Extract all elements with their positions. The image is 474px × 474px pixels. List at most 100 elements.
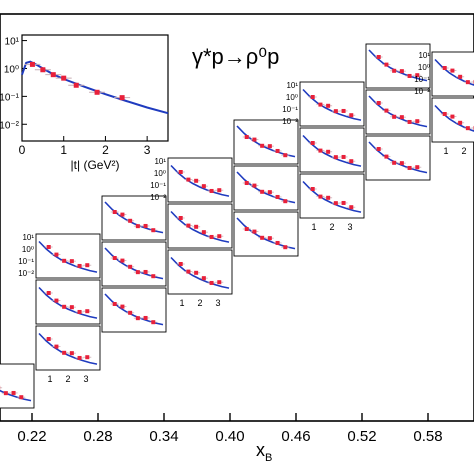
- panel-model-curve: [38, 240, 98, 273]
- panel-y-tick-label: 10⁰: [22, 245, 34, 254]
- panel-data-point: [85, 309, 90, 314]
- panel-data-point: [333, 201, 338, 206]
- x-axis-tick-label: 0.28: [83, 428, 112, 445]
- panel-data-point: [201, 276, 206, 281]
- panel: [299, 127, 365, 173]
- panel-data-point: [11, 390, 16, 395]
- x-axis-tick-label: 0.40: [215, 428, 244, 445]
- panel: 10¹ 10⁰ 10⁻¹ 10⁻²: [150, 157, 233, 203]
- panel-data-point: [275, 240, 280, 245]
- panel-data-point: [349, 205, 354, 210]
- panel-frame: [365, 135, 431, 181]
- panel-data-point: [283, 153, 288, 158]
- panel-data-point: [62, 304, 67, 309]
- panel: 10¹ 10⁰ 10⁻¹ 10⁻²: [18, 233, 101, 279]
- x-axis-tick-label: 0.58: [413, 428, 442, 445]
- main-frame: [0, 13, 474, 422]
- panel-frame: [0, 363, 35, 409]
- panel-data-point: [201, 184, 206, 189]
- panel-model-curve: [38, 286, 98, 319]
- panel-data-point: [85, 263, 90, 268]
- panel-data-point: [267, 236, 272, 241]
- panel-data-point: [260, 143, 265, 148]
- panel-data-point: [178, 262, 183, 266]
- panel: [233, 119, 299, 165]
- inset-y-tick-label: 10⁰: [4, 64, 19, 75]
- panel-data-point: [415, 73, 420, 78]
- panel-data-point: [376, 101, 381, 105]
- panel-data-point: [399, 115, 404, 120]
- panel-y-tick-label: 10¹: [418, 51, 430, 60]
- panel-data-point: [143, 269, 148, 274]
- panel-data-point: [62, 350, 67, 355]
- panel-data-point: [209, 234, 214, 239]
- panel-frame: [101, 241, 167, 287]
- panel: [365, 89, 431, 135]
- panel-model-curve: [368, 49, 428, 82]
- panel-data-point: [310, 95, 315, 99]
- panel-data-point: [143, 223, 148, 228]
- panel-data-point: [201, 230, 206, 235]
- panel-model-curve: [170, 256, 230, 289]
- panel: 10¹ 10⁰ 10⁻¹ 10⁻²: [414, 51, 474, 97]
- panel-x-tick-label: 1: [443, 146, 448, 156]
- panel-data-point: [244, 181, 249, 185]
- panel-x-tick-label: 1: [47, 374, 52, 384]
- panel-data-point: [260, 235, 265, 240]
- panel-frame: [233, 165, 299, 211]
- inset-x-tick-label: 2: [102, 143, 109, 157]
- panel-data-point: [384, 62, 389, 67]
- panel-data-point: [341, 200, 346, 205]
- panel: [101, 287, 167, 333]
- panel-data-point: [392, 114, 397, 119]
- panel-x-tick-label: 2: [197, 298, 202, 308]
- x-axis-label-sub: B: [265, 452, 272, 464]
- panel: [431, 97, 474, 143]
- panel-data-point: [135, 270, 140, 275]
- panel-data-point: [128, 264, 133, 269]
- inset-model-curve: [21, 60, 169, 115]
- panel-data-point: [260, 189, 265, 194]
- panel-y-tick-label: 10⁻²: [414, 87, 430, 96]
- inset-data-point: [40, 67, 46, 73]
- panel-data-point: [194, 270, 199, 275]
- panel-frame: [365, 43, 431, 89]
- panel-data-point: [442, 66, 447, 70]
- panel-data-point: [77, 309, 82, 314]
- panel-data-point: [465, 126, 470, 131]
- panel: [233, 165, 299, 211]
- x-axis-label: xB: [256, 440, 272, 464]
- panel-x-tick-label: 1: [179, 298, 184, 308]
- panel-model-curve: [170, 164, 230, 197]
- panel-data-point: [54, 344, 59, 349]
- x-axis-tick-label: 0.34: [149, 428, 178, 445]
- panel-data-point: [349, 113, 354, 118]
- panel-data-point: [392, 68, 397, 73]
- panel-data-point: [46, 337, 51, 341]
- panel-y-tick-label: 10¹: [22, 233, 34, 242]
- panel-data-point: [392, 160, 397, 165]
- panel-data-point: [450, 68, 455, 73]
- panel-data-point: [69, 351, 74, 356]
- panel-data-point: [333, 109, 338, 114]
- panel: [167, 203, 233, 249]
- panel: [365, 135, 431, 181]
- panel-data-point: [194, 224, 199, 229]
- panel: [167, 249, 233, 295]
- panel-data-point: [415, 165, 420, 170]
- inset-data-point: [119, 95, 125, 101]
- panel-data-point: [326, 149, 331, 154]
- panel-data-point: [267, 190, 272, 195]
- panel-data-point: [217, 188, 222, 193]
- panel-data-point: [465, 80, 470, 85]
- panel-data-point: [407, 73, 412, 78]
- panel-data-point: [186, 223, 191, 228]
- panel-data-point: [318, 194, 323, 199]
- inset-x-tick-label: 1: [60, 143, 67, 157]
- panel-data-point: [244, 227, 249, 231]
- panel-y-tick-label: 10⁻¹: [414, 75, 430, 84]
- panel-data-point: [349, 159, 354, 164]
- panel-frame: [431, 97, 474, 143]
- inset-x-tick-label: 3: [144, 143, 151, 157]
